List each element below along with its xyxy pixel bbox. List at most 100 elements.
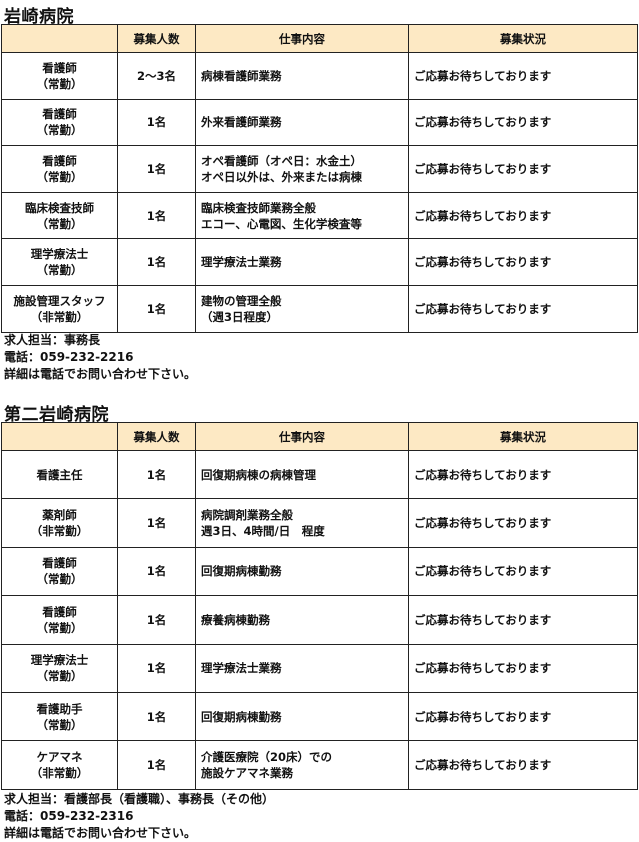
column-header-position [1, 422, 118, 451]
position-line: 看護助手 [36, 701, 83, 716]
column-header-duties: 仕事内容 [195, 422, 409, 451]
position-cell: 理学療法士 （常勤） [1, 643, 118, 693]
contact-info: 求人担当：事務長 電話：059-232-2216 詳細は電話でお問い合わせ下さい。 [4, 332, 196, 383]
contact-person: 求人担当：看護部長（看護職）、事務長（その他） [4, 792, 275, 806]
contact-person: 求人担当：事務長 [4, 333, 101, 347]
duties-cell: 介護医療院（20床）での 施設ケアマネ業務 [195, 740, 409, 790]
table-row: 理学療法士 （常勤） 1名 理学療法士業務 ご応募お待ちしております [1, 643, 638, 693]
duties-cell: 建物の管理全般 （週3日程度） [195, 284, 409, 333]
column-header-status: 募集状況 [408, 422, 638, 451]
duty-line: 回復期病棟勤務 [201, 564, 282, 579]
position-line: 理学療法士 [30, 247, 89, 262]
table-row: 施設管理スタッフ （非常勤） 1名 建物の管理全般 （週3日程度） ご応募お待ちしておりま… [1, 284, 638, 333]
duty-line: 臨床検査技師業務全般 [201, 200, 316, 215]
position-cell: 看護師 （常勤） [1, 145, 118, 193]
position-line: 臨床検査技師 [25, 200, 94, 215]
position-line: （常勤） [36, 216, 83, 231]
duty-line: エコー、心電図、生化学検査等 [201, 216, 362, 231]
table-row: 看護師 （常勤） 1名 オペ看護師（オペ日：水金土） オペ日以外は、外来または病棟 ご応募… [1, 145, 638, 193]
position-line: （常勤） [36, 572, 83, 587]
table-row: 看護主任 1名 回復期病棟の病棟管理 ご応募お待ちしております [1, 449, 638, 500]
count-cell: 1名 [117, 145, 196, 193]
count-cell: 1名 [117, 498, 196, 548]
position-line: （常勤） [36, 76, 83, 91]
duty-line: 建物の管理全般 [201, 293, 282, 308]
recruitment-table: 募集人数 仕事内容 募集状況 看護主任 1名 回復期病棟の病棟管理 ご応募お待ちしております… [1, 422, 638, 790]
status-cell: ご応募お待ちしております [408, 498, 638, 548]
table-row: 看護師 （常勤） 1名 回復期病棟勤務 ご応募お待ちしております [1, 546, 638, 597]
position-cell: 看護師 （常勤） [1, 98, 118, 147]
contact-info: 求人担当：看護部長（看護職）、事務長（その他） 電話：059-232-2316 詳細… [4, 791, 274, 842]
column-header-position [1, 24, 118, 53]
count-cell: 1名 [117, 449, 196, 500]
duty-line: 回復期病棟の病棟管理 [201, 467, 316, 482]
status-cell: ご応募お待ちしております [408, 546, 638, 597]
count-cell: 1名 [117, 546, 196, 597]
duty-line: 施設ケアマネ業務 [201, 766, 293, 781]
duty-line: 病院調剤業務全般 [201, 508, 293, 523]
position-cell: 看護師 （常勤） [1, 52, 118, 100]
column-header-count: 募集人数 [117, 422, 196, 451]
position-line: 看護師 [42, 604, 77, 619]
duties-cell: 理学療法士業務 [195, 643, 409, 693]
count-cell: 1名 [117, 691, 196, 742]
table-row: 看護師 （常勤） 1名 外来看護師業務 ご応募お待ちしております [1, 98, 638, 147]
header-row: 募集人数 仕事内容 募集状況 [1, 24, 638, 53]
duties-cell: 回復期病棟勤務 [195, 691, 409, 742]
count-cell: 1名 [117, 595, 196, 645]
position-cell: 薬剤師 （非常勤） [1, 498, 118, 548]
status-cell: ご応募お待ちしております [408, 691, 638, 742]
position-cell: 施設管理スタッフ （非常勤） [1, 284, 118, 333]
table-row: 看護助手 （常勤） 1名 回復期病棟勤務 ご応募お待ちしております [1, 691, 638, 742]
duty-line: 週3日、4時間/日 程度 [201, 524, 325, 539]
column-header-count: 募集人数 [117, 24, 196, 53]
table-row: 看護師 （常勤） 1名 療養病棟勤務 ご応募お待ちしております [1, 595, 638, 645]
duties-cell: 理学療法士業務 [195, 238, 409, 286]
position-cell: 看護助手 （常勤） [1, 691, 118, 742]
duties-cell: オペ看護師（オペ日：水金土） オペ日以外は、外来または病棟 [195, 145, 409, 193]
status-cell: ご応募お待ちしております [408, 449, 638, 500]
position-cell: 看護師 （常勤） [1, 546, 118, 597]
duty-line: 療養病棟勤務 [201, 612, 270, 627]
count-cell: 1名 [117, 284, 196, 333]
position-line: （常勤） [36, 263, 83, 278]
position-cell: ケアマネ （非常勤） [1, 740, 118, 790]
position-line: 薬剤師 [42, 508, 77, 523]
position-line: 看護師 [42, 153, 77, 168]
duties-cell: 外来看護師業務 [195, 98, 409, 147]
contact-note: 詳細は電話でお問い合わせ下さい。 [4, 367, 197, 381]
position-line: （常勤） [36, 620, 83, 635]
duty-line: 外来看護師業務 [201, 115, 282, 130]
duty-line: 理学療法士業務 [201, 661, 282, 676]
hospital-title: 第二岩崎病院 [4, 405, 109, 425]
status-cell: ご応募お待ちしております [408, 284, 638, 333]
position-line: 理学療法士 [30, 653, 89, 668]
count-cell: 1名 [117, 191, 196, 240]
status-cell: ご応募お待ちしております [408, 643, 638, 693]
status-cell: ご応募お待ちしております [408, 191, 638, 240]
position-line: （非常勤） [30, 524, 89, 539]
duty-line: （週3日程度） [201, 309, 279, 324]
position-line: （常勤） [36, 669, 83, 684]
status-cell: ご応募お待ちしております [408, 52, 638, 100]
table-row: 薬剤師 （非常勤） 1名 病院調剤業務全般 週3日、4時間/日 程度 ご応募お待ちしており… [1, 498, 638, 548]
position-cell: 看護主任 [1, 449, 118, 500]
position-cell: 理学療法士 （常勤） [1, 238, 118, 286]
count-cell: 1名 [117, 98, 196, 147]
position-line: 看護師 [42, 556, 77, 571]
duties-cell: 回復期病棟の病棟管理 [195, 449, 409, 500]
duties-cell: 回復期病棟勤務 [195, 546, 409, 597]
status-cell: ご応募お待ちしております [408, 98, 638, 147]
position-line: （常勤） [36, 123, 83, 138]
position-line: （非常勤） [30, 309, 89, 324]
duty-line: オペ看護師（オペ日：水金土） [201, 153, 362, 168]
count-cell: 1名 [117, 238, 196, 286]
status-cell: ご応募お待ちしております [408, 740, 638, 790]
status-cell: ご応募お待ちしております [408, 145, 638, 193]
duty-line: 介護医療院（20床）での [201, 750, 333, 765]
position-line: 看護主任 [36, 467, 83, 482]
table-row: 臨床検査技師 （常勤） 1名 臨床検査技師業務全般 エコー、心電図、生化学検査等 ご応募お… [1, 191, 638, 240]
position-cell: 臨床検査技師 （常勤） [1, 191, 118, 240]
position-line: ケアマネ [36, 750, 83, 765]
position-cell: 看護師 （常勤） [1, 595, 118, 645]
